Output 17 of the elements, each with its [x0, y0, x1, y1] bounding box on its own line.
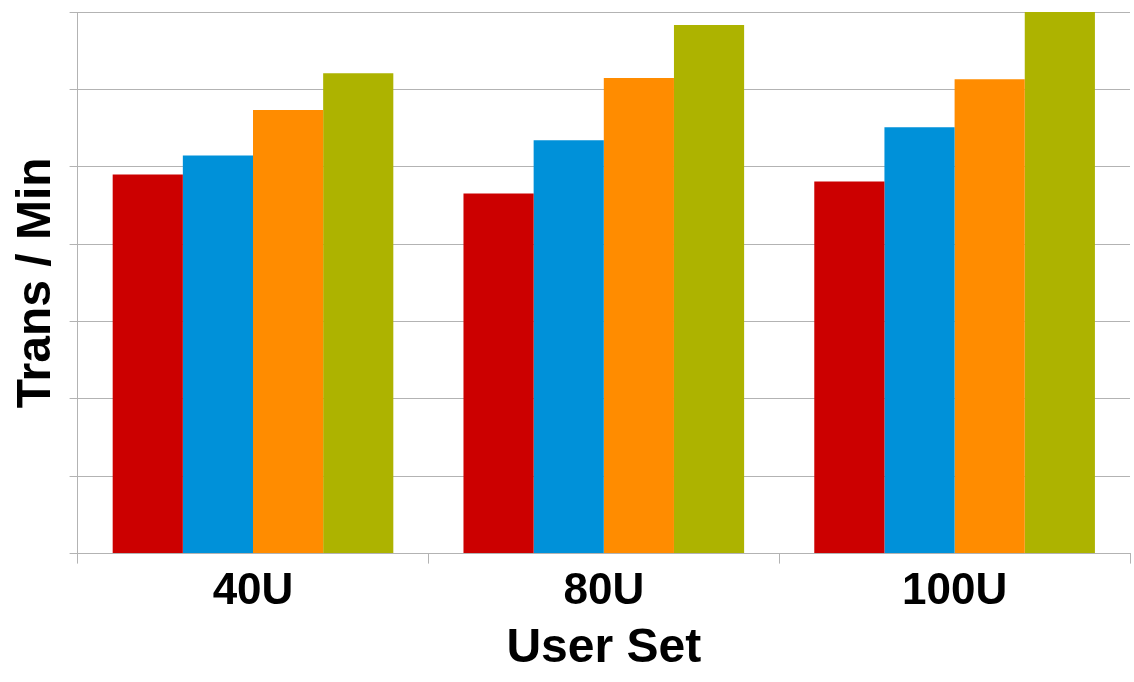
bar [182, 155, 253, 554]
bar [884, 127, 955, 554]
x-axis-title: User Set [506, 619, 702, 673]
bar [603, 78, 674, 554]
x-tick-label: 80U [563, 564, 645, 614]
bar [112, 174, 183, 554]
bar [673, 25, 745, 554]
y-axis-title: Trans / Min [7, 157, 61, 409]
bar [463, 193, 534, 554]
bar [814, 181, 885, 554]
bar [1024, 12, 1095, 554]
bar [533, 140, 604, 554]
bar [253, 110, 324, 554]
bar [323, 73, 394, 554]
x-tick-label: 100U [902, 564, 1008, 614]
bar [954, 79, 1025, 554]
x-tick-label: 40U [212, 564, 294, 614]
